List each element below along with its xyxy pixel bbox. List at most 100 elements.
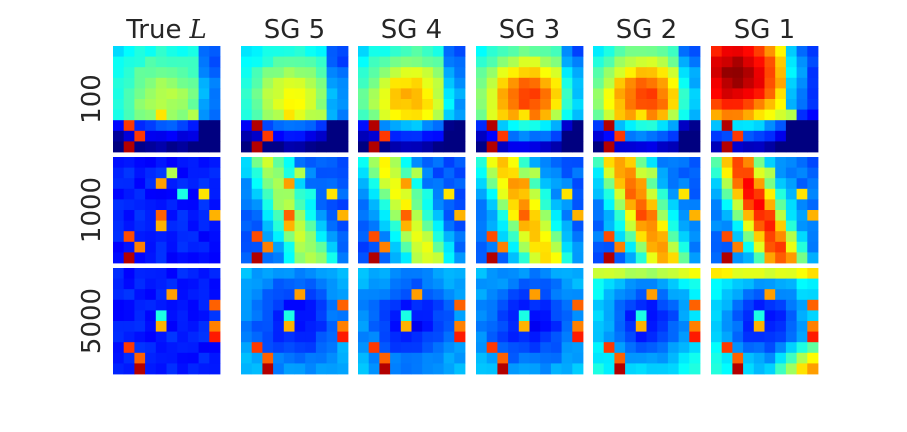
heatmap-cell: [273, 268, 285, 279]
heatmap-cell: [358, 167, 370, 179]
heatmap-cell: [209, 88, 221, 100]
heatmap-cell: [177, 220, 189, 232]
heatmap-cell: [166, 109, 178, 121]
heatmap-cell: [667, 130, 679, 142]
heatmap-cell: [400, 141, 412, 153]
heatmap-cell: [358, 88, 370, 100]
heatmap-cell: [155, 363, 167, 375]
heatmap-cell: [400, 88, 412, 100]
heatmap-cell: [732, 220, 744, 232]
heatmap-cell: [337, 157, 349, 168]
heatmap-cell: [775, 310, 787, 322]
heatmap-cell: [593, 220, 605, 232]
heatmap-cell: [476, 141, 488, 153]
heatmap-cell: [209, 77, 221, 89]
heatmap-cell: [625, 178, 637, 190]
heatmap-cell: [550, 321, 562, 332]
heatmap-cell: [294, 210, 306, 221]
heatmap-cell: [123, 157, 135, 168]
heatmap-cell: [593, 188, 605, 200]
heatmap-cell: [411, 56, 423, 68]
heatmap-cell: [198, 252, 210, 264]
heatmap-cell: [476, 167, 488, 179]
heatmap-cell: [198, 109, 210, 121]
heatmap-cell: [145, 109, 157, 121]
heatmap-cell: [390, 210, 402, 221]
heatmap-cell: [123, 46, 135, 57]
heatmap-cell: [145, 268, 157, 279]
heatmap-cell: [476, 109, 488, 121]
heatmap-cell: [432, 252, 444, 264]
heatmap-cell: [614, 241, 626, 253]
heatmap-cell: [689, 210, 701, 221]
heatmap-cell: [732, 46, 744, 57]
heatmap-cell: [646, 77, 658, 89]
heatmap-cell: [326, 46, 338, 57]
heatmap-cell: [113, 331, 125, 343]
heatmap-cell: [400, 321, 412, 332]
heatmap-cell: [657, 231, 669, 243]
heatmap-cell: [400, 252, 412, 264]
heatmap-cell: [743, 241, 755, 253]
heatmap-cell: [497, 120, 509, 132]
heatmap-cell: [614, 141, 626, 153]
heatmap-cell: [550, 56, 562, 68]
heatmap-cell: [273, 120, 285, 132]
heatmap-cell: [476, 77, 488, 89]
heatmap-cell: [764, 289, 776, 301]
heatmap-cell: [497, 157, 509, 168]
heatmap-cell: [678, 188, 690, 200]
heatmap-cell: [400, 56, 412, 68]
heatmap-cell: [422, 299, 434, 311]
heatmap-cell: [635, 310, 647, 322]
heatmap-cell: [432, 167, 444, 179]
heatmap-cell: [785, 252, 797, 264]
heatmap-cell: [422, 231, 434, 243]
heatmap-cell: [689, 188, 701, 200]
heatmap-cell: [273, 188, 285, 200]
heatmap-cell: [572, 120, 584, 132]
heatmap-cell: [807, 141, 819, 153]
heatmap-cell: [646, 331, 658, 343]
heatmap-cell: [368, 77, 380, 89]
heatmap-cell: [262, 199, 274, 211]
heatmap-cell: [518, 278, 530, 290]
heatmap-cell: [657, 310, 669, 322]
heatmap-cell: [166, 252, 178, 264]
heatmap-cell: [764, 252, 776, 264]
heatmap-cell: [807, 278, 819, 290]
heatmap-cell: [411, 109, 423, 121]
heatmap-cell: [572, 56, 584, 68]
heatmap-cell: [209, 46, 221, 57]
heatmap-cell: [187, 210, 199, 221]
heatmap-cell: [294, 56, 306, 68]
heatmap-cell: [508, 141, 520, 153]
heatmap-panel: [113, 268, 221, 375]
heatmap-cell: [443, 268, 455, 279]
heatmap-cell: [476, 278, 488, 290]
heatmap-cell: [657, 77, 669, 89]
heatmap-cell: [529, 77, 541, 89]
heatmap-cell: [262, 67, 274, 79]
heatmap-cell: [775, 67, 787, 79]
heatmap-cell: [614, 167, 626, 179]
heatmap-cell: [379, 278, 391, 290]
heatmap-cell: [315, 167, 327, 179]
heatmap-cell: [497, 331, 509, 343]
heatmap-cell: [540, 109, 552, 121]
heatmap-cell: [337, 88, 349, 100]
heatmap-cell: [432, 220, 444, 232]
heatmap-cell: [508, 231, 520, 243]
heatmap-cell: [508, 157, 520, 168]
heatmap-cell: [326, 220, 338, 232]
heatmap-cell: [753, 46, 765, 57]
heatmap-cell: [113, 289, 125, 301]
heatmap-cell: [262, 352, 274, 364]
heatmap-cell: [379, 67, 391, 79]
heatmap-cell: [743, 331, 755, 343]
heatmap-cell: [283, 268, 295, 279]
heatmap-cell: [646, 120, 658, 132]
heatmap-cell: [796, 157, 808, 168]
heatmap-cell: [764, 231, 776, 243]
heatmap-cell: [646, 342, 658, 354]
